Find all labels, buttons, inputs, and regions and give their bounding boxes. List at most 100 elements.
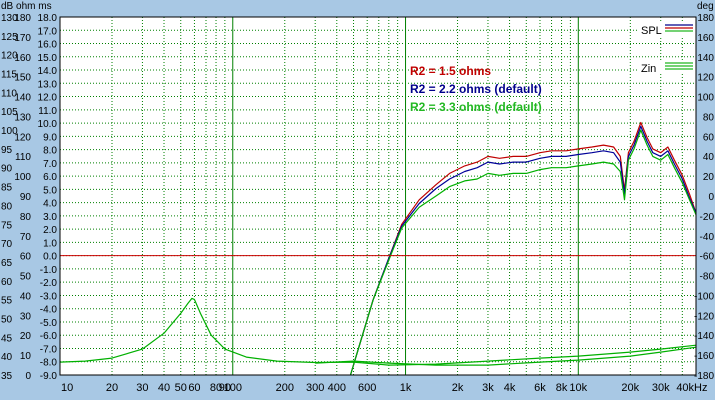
x-tick-label: 300 — [306, 382, 324, 394]
legend-label-spl: SPL — [641, 25, 662, 37]
y-ms-tick-label: -7.0 — [40, 344, 58, 355]
y-ohm-tick-label: 40 — [20, 291, 32, 302]
y-ms-tick-label: 10.0 — [38, 119, 58, 130]
grid-minor — [60, 16, 696, 376]
y-db-tick-label: 60 — [1, 277, 13, 288]
y-ms-tick-label: -2.0 — [40, 278, 58, 289]
y-ms-tick-label: -3.0 — [40, 291, 58, 302]
x-tick-label: 40 — [158, 382, 170, 394]
series-line-2 — [349, 129, 697, 376]
y-ms-tick-label: 9.0 — [43, 132, 57, 143]
x-tick-label: 600 — [358, 382, 376, 394]
legend: SPL Zin — [638, 22, 694, 75]
y-deg-tick-label: -20 — [700, 212, 715, 223]
y-deg-tick-label: -140 — [694, 331, 714, 342]
y-ms-tick-label: 5.0 — [43, 185, 57, 196]
y-db-tick-label: 120 — [1, 51, 18, 62]
y-ohm-tick-label: 50 — [20, 272, 32, 283]
y-ms-tick-label: 17.0 — [38, 26, 58, 37]
y-deg-tick-label: 80 — [703, 112, 715, 123]
y-ms-tick-label: -6.0 — [40, 331, 58, 342]
y-db-tick-label: 35 — [1, 371, 13, 382]
y-ms-tick-label: 8.0 — [43, 146, 57, 157]
y-ms-tick-label: 3.0 — [43, 212, 57, 223]
y-ms-tick-label: 4.0 — [43, 199, 57, 210]
y-deg-axis-labels: -180 -160 -140 -120 -100 -80 -60 -40 -20 0 20 40 60 8… — [694, 13, 714, 382]
y-ms-tick-label: 12.0 — [38, 93, 58, 104]
y-ohm-tick-label: 100 — [14, 172, 31, 183]
y-ms-tick-label: 0.0 — [43, 252, 57, 263]
legend-label-zin: Zin — [641, 63, 656, 75]
y-db-tick-label: 40 — [1, 352, 13, 363]
x-tick-label: 20k — [621, 382, 639, 394]
y-ohm-tick-label: 180 — [14, 13, 31, 24]
x-tick-label: 90 — [219, 382, 231, 394]
y-ohm-tick-label: 130 — [14, 112, 31, 123]
y-db-tick-label: 75 — [1, 220, 13, 231]
y-ms-tick-label: 13.0 — [38, 79, 58, 90]
y-deg-tick-label: -100 — [694, 291, 714, 302]
y-ms-tick-label: 18.0 — [38, 13, 58, 24]
series-line-0 — [349, 121, 697, 376]
y-db-tick-label: 110 — [1, 88, 17, 99]
series-layer — [59, 121, 697, 376]
annotation-r2-1-5: R2 = 1.5 ohms — [410, 64, 491, 78]
y-ohm-axis-labels: 0 10 20 30 40 50 60 70 80 90 100 110 120 130 140 150 160… — [14, 13, 31, 382]
y-deg-tick-label: 180 — [697, 13, 714, 24]
x-tick-label: 6k — [534, 382, 546, 394]
y-ohm-tick-label: 160 — [14, 53, 31, 64]
y-ms-tick-label: -5.0 — [40, 318, 58, 329]
y-ohm-tick-label: 150 — [14, 73, 31, 84]
x-tick-label: 20 — [106, 382, 118, 394]
y-deg-tick-label: -180 — [694, 371, 714, 382]
annotation-r2-2-2: R2 = 2.2 ohms (default) — [410, 82, 542, 96]
x-tick-label: 8k — [556, 382, 568, 394]
y-ms-tick-label: 1.0 — [43, 238, 57, 249]
x-tick-label: 10k — [569, 382, 587, 394]
y-ms-tick-label: 16.0 — [38, 40, 58, 51]
x-tick-label: 50 — [175, 382, 187, 394]
y-db-tick-label: 130 — [1, 13, 18, 24]
x-tick-label: 40kHz — [676, 382, 707, 394]
y-ohm-tick-label: 140 — [14, 93, 31, 104]
y-ms-tick-label: 6.0 — [43, 172, 57, 183]
y-db-tick-label: 50 — [1, 314, 13, 325]
y-db-tick-label: 115 — [1, 70, 17, 81]
y-db-tick-label: 80 — [1, 201, 13, 212]
y-db-tick-label: 95 — [1, 145, 13, 156]
y-ohm-tick-label: 10 — [20, 351, 32, 362]
series-line-1 — [349, 125, 697, 376]
y-deg-tick-label: -160 — [694, 351, 714, 362]
y-db-tick-label: 85 — [1, 183, 13, 194]
y-deg-tick-label: -40 — [700, 232, 715, 243]
y-ohm-tick-label: 90 — [20, 192, 32, 203]
annotations: R2 = 1.5 ohms R2 = 2.2 ohms (default) R2… — [410, 64, 542, 114]
y-db-tick-label: 65 — [1, 258, 13, 269]
x-tick-label: 200 — [276, 382, 294, 394]
y-db-tick-label: 55 — [1, 296, 13, 307]
y-db-tick-label: 100 — [1, 126, 18, 137]
y-ohm-tick-label: 170 — [14, 33, 31, 44]
y-ohm-tick-label: 0 — [25, 371, 31, 382]
y-deg-tick-label: 60 — [703, 132, 715, 143]
y-ms-tick-label: 14.0 — [38, 66, 58, 77]
x-tick-label: 400 — [328, 382, 346, 394]
series-line-3 — [59, 297, 697, 366]
y-ms-tick-label: -4.0 — [40, 305, 58, 316]
x-tick-label: 4k — [504, 382, 516, 394]
y-deg-tick-label: -120 — [694, 311, 714, 322]
y-ms-tick-label: 2.0 — [43, 225, 57, 236]
plot-border — [59, 16, 697, 376]
y-ohm-tick-label: 70 — [20, 232, 32, 243]
y-ms-tick-label: 11.0 — [38, 106, 57, 117]
left-axis-units: dB ohm ms — [1, 1, 52, 12]
y-ms-tick-label: -9.0 — [40, 371, 58, 382]
y-deg-tick-label: 40 — [703, 152, 715, 163]
annotation-r2-3-3: R2 = 3.3 ohms (default) — [410, 100, 542, 114]
x-tick-label: 1k — [400, 382, 412, 394]
y-ohm-tick-label: 20 — [20, 331, 32, 342]
y-deg-tick-label: 20 — [703, 172, 715, 183]
y-ohm-tick-label: 120 — [14, 132, 31, 143]
